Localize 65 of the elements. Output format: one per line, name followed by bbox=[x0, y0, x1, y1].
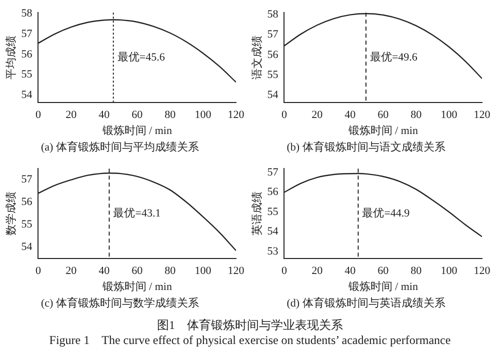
x-tick-label: 0 bbox=[281, 108, 288, 121]
x-tick-label: 120 bbox=[228, 264, 245, 277]
x-tick-label: 80 bbox=[410, 108, 422, 121]
x-tick-label: 40 bbox=[98, 264, 110, 277]
y-tick-label: 57 bbox=[21, 174, 33, 186]
ref-line-label: 最优=45.6 bbox=[117, 51, 166, 64]
x-tick-label: 60 bbox=[132, 264, 144, 277]
x-tick-label: 120 bbox=[474, 108, 491, 121]
text: (b) 体育锻炼时间与语文成绩关系 bbox=[286, 140, 446, 154]
y-tick-label: 56 bbox=[267, 186, 279, 198]
x-tick-label: 100 bbox=[440, 108, 458, 121]
caption: Figure 1 The curve effect of physical exercise on students’ academic performance bbox=[48, 333, 452, 348]
x-axis-title: 锻炼时间 / min bbox=[101, 280, 172, 294]
y-tick-label: 55 bbox=[21, 68, 33, 81]
x-tick-label: 40 bbox=[344, 108, 356, 121]
y-axis-title: 平均成绩 bbox=[4, 36, 18, 80]
x-axis-title: 锻炼时间 / min bbox=[347, 124, 418, 138]
x-tick-label: 20 bbox=[66, 264, 78, 277]
y-axis-title: 英语成绩 bbox=[250, 192, 264, 236]
y-tick-label: 58 bbox=[267, 8, 279, 21]
x-tick-label: 80 bbox=[410, 264, 422, 277]
y-tick-label: 53 bbox=[267, 245, 279, 258]
y-tick-label: 56 bbox=[21, 48, 33, 60]
y-tick-label: 55 bbox=[267, 206, 279, 218]
ref-line-label: 最优=44.9 bbox=[362, 207, 410, 220]
y-axis-title: 语文成绩 bbox=[250, 36, 264, 80]
x-tick-label: 120 bbox=[474, 264, 491, 277]
y-tick-label: 54 bbox=[21, 89, 33, 102]
y-tick-label: 57 bbox=[267, 166, 279, 178]
y-tick-label: 55 bbox=[21, 218, 33, 231]
y-axis-title: 数学成绩 bbox=[4, 192, 18, 236]
y-tick-label: 54 bbox=[21, 241, 33, 254]
x-tick-label: 20 bbox=[312, 108, 324, 121]
x-tick-label: 20 bbox=[312, 264, 324, 277]
y-tick-label: 57 bbox=[267, 28, 279, 41]
x-tick-label: 40 bbox=[98, 108, 110, 121]
x-tick-label: 60 bbox=[378, 264, 390, 277]
y-tick-label: 55 bbox=[267, 69, 279, 82]
x-axis-title: 锻炼时间 / min bbox=[347, 280, 418, 294]
x-tick-label: 60 bbox=[132, 108, 144, 121]
x-tick-label: 0 bbox=[281, 264, 288, 277]
x-tick-label: 0 bbox=[35, 264, 42, 277]
x-tick-label: 40 bbox=[344, 264, 356, 277]
x-tick-label: 0 bbox=[35, 108, 42, 121]
x-tick-label: 20 bbox=[66, 108, 78, 121]
caption: 图1 体育锻炼时间与学业表现关系 bbox=[156, 318, 344, 333]
x-tick-label: 100 bbox=[194, 264, 212, 277]
y-tick-label: 56 bbox=[267, 48, 279, 61]
x-tick-label: 60 bbox=[378, 108, 390, 121]
x-tick-label: 100 bbox=[440, 264, 458, 277]
ref-line-label: 最优=49.6 bbox=[370, 51, 418, 64]
y-tick-label: 57 bbox=[21, 28, 33, 40]
x-tick-label: 80 bbox=[164, 108, 176, 121]
x-axis-title: 锻炼时间 / min bbox=[101, 124, 172, 138]
y-tick-label: 58 bbox=[21, 8, 33, 20]
x-tick-label: 80 bbox=[164, 264, 176, 277]
y-tick-label: 56 bbox=[21, 196, 33, 208]
x-tick-label: 100 bbox=[194, 108, 212, 121]
y-tick-label: 54 bbox=[267, 226, 279, 238]
x-tick-label: 120 bbox=[228, 108, 245, 121]
ref-line-label: 最优=43.1 bbox=[113, 207, 161, 220]
text: (d) 体育锻炼时间与英语成绩关系 bbox=[286, 296, 446, 310]
y-tick-label: 54 bbox=[267, 89, 279, 102]
text: (c) 体育锻炼时间与数学成绩关系 bbox=[41, 296, 199, 310]
text: (a) 体育锻炼时间与平均成绩关系 bbox=[41, 140, 199, 154]
